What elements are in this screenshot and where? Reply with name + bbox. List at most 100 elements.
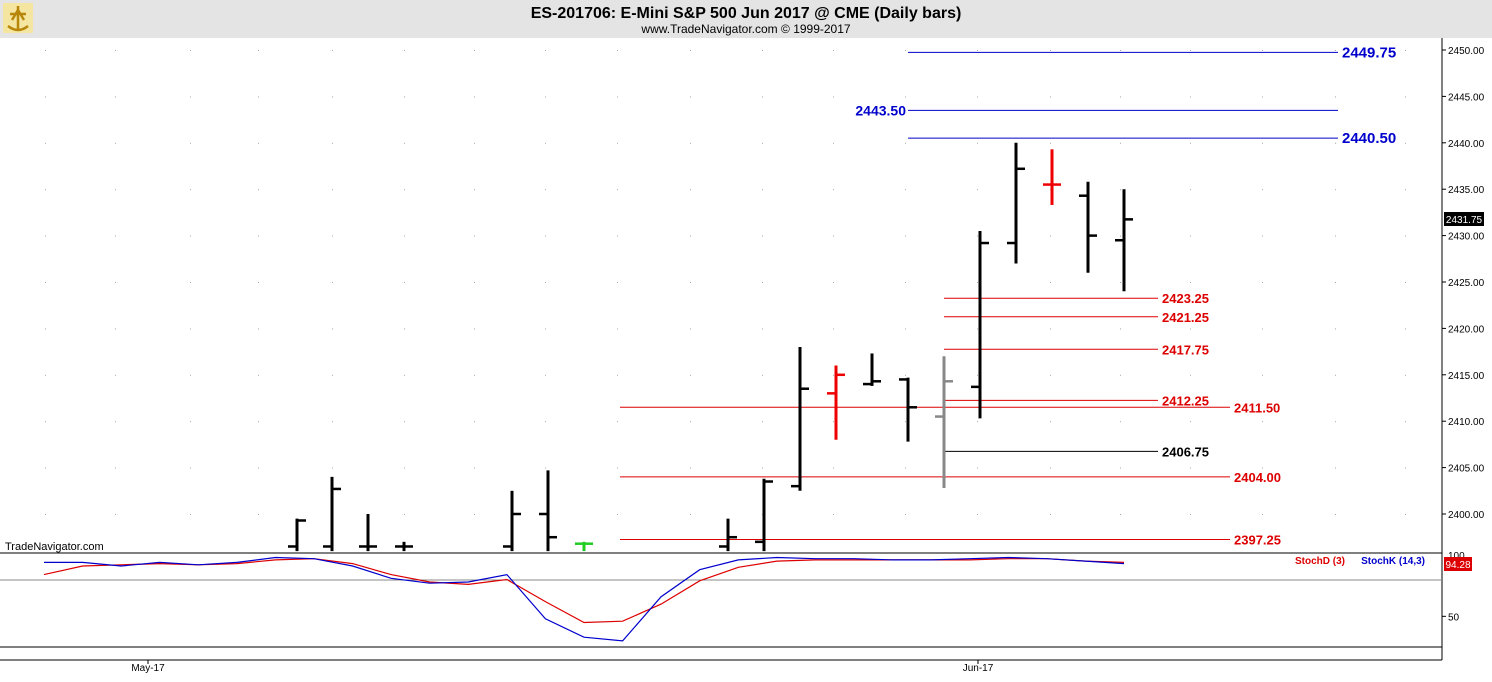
price-tick-label: 2425.00 [1448, 278, 1485, 289]
grid-dot [332, 421, 333, 423]
grid-dot [833, 421, 834, 423]
grid-dot [617, 189, 618, 191]
grid-dot [332, 374, 333, 376]
grid-dot [45, 50, 46, 51]
grid-dot [1405, 96, 1406, 98]
grid-dot [1190, 328, 1191, 330]
grid-dot [258, 235, 259, 237]
grid-dot [474, 235, 475, 237]
grid-dot [690, 142, 691, 144]
grid-dot [190, 282, 191, 283]
grid-dot [258, 96, 259, 98]
price-tick-label: 2440.00 [1448, 139, 1485, 150]
grid-dot [115, 96, 116, 98]
grid-dot [1050, 235, 1051, 237]
grid-dot [833, 328, 834, 330]
grid-dot [977, 142, 978, 144]
grid-dot [190, 142, 191, 144]
grid-dot [474, 189, 475, 191]
grid-dot [1190, 514, 1191, 515]
grid-dot [690, 235, 691, 237]
chart-title: ES-201706: E-Mini S&P 500 Jun 2017 @ CME… [531, 5, 962, 22]
grid-dot [905, 514, 906, 515]
grid-dot [1335, 467, 1336, 469]
grid-dot [45, 467, 46, 469]
price-tick-label: 2415.00 [1448, 371, 1485, 382]
grid-dot [545, 235, 546, 237]
grid-dot [617, 421, 618, 423]
grid-dot [905, 374, 906, 376]
grid-dot [905, 96, 906, 98]
grid-dot [1262, 514, 1263, 515]
grid-dot [833, 142, 834, 144]
grid-dot [1120, 374, 1121, 376]
grid-dot [474, 142, 475, 144]
ohlc-bars [288, 142, 1133, 552]
grid-dot [1335, 235, 1336, 237]
grid-dot [404, 421, 405, 423]
grid-dot [762, 50, 763, 51]
grid-dot [762, 328, 763, 330]
grid-dot [332, 282, 333, 283]
grid-dot [258, 328, 259, 330]
grid-dot [1190, 189, 1191, 191]
grid-dot [45, 421, 46, 423]
grid-dot [617, 282, 618, 283]
level-label: 2417.75 [1162, 342, 1209, 357]
price-tick-label: 2410.00 [1448, 417, 1485, 428]
grid-dot [977, 50, 978, 51]
grid-dot [474, 421, 475, 423]
grid-dot [1190, 96, 1191, 98]
level-label: 2423.25 [1162, 291, 1209, 306]
grid-dot [115, 142, 116, 144]
level-label: 2412.25 [1162, 393, 1209, 408]
grid-dot [905, 235, 906, 237]
trade-navigator-logo [3, 3, 33, 33]
grid-dot [1335, 374, 1336, 376]
grid-dot [1405, 189, 1406, 191]
price-axis: 2400.00 2405.00 2410.00 2415.00 2420.00 2425.… [1442, 46, 1485, 521]
grid-dot [404, 189, 405, 191]
grid-dot [404, 142, 405, 144]
grid-dot [1050, 374, 1051, 376]
grid-dot [190, 50, 191, 51]
grid-dot [690, 421, 691, 423]
grid-dot [1120, 189, 1121, 191]
grid-dot [1050, 96, 1051, 98]
grid-dot [1190, 142, 1191, 144]
grid-dot [690, 514, 691, 515]
grid-dot [1050, 328, 1051, 330]
grid-dot [1120, 514, 1121, 515]
grid-dot [1405, 374, 1406, 376]
watermark: TradeNavigator.com [5, 541, 104, 553]
grid-dot [474, 467, 475, 469]
grid-dot [690, 282, 691, 283]
grid-dot [115, 421, 116, 423]
price-tick-label: 2405.00 [1448, 464, 1485, 475]
grid-dot [1262, 374, 1263, 376]
grid-dot [1120, 235, 1121, 237]
stoch-tick-label: 50 [1448, 612, 1460, 623]
stochastic-pane: 100 50 [43, 551, 1465, 642]
grid-dot [1405, 282, 1406, 283]
grid-dot [1190, 374, 1191, 376]
grid-dot [1405, 142, 1406, 144]
grid-dot [258, 50, 259, 51]
grid-dot [545, 189, 546, 191]
grid-dot [617, 50, 618, 51]
grid-dot [404, 514, 405, 515]
grid-dot [258, 142, 259, 144]
level-label: 2440.50 [1342, 130, 1396, 147]
grid-dot [45, 328, 46, 330]
grid-dot [115, 282, 116, 283]
grid-dot [404, 96, 405, 98]
grid-dot [1335, 514, 1336, 515]
grid-dot [545, 50, 546, 51]
grid-dot [1190, 467, 1191, 469]
grid-dot [332, 189, 333, 191]
grid-dot [474, 514, 475, 515]
grid-dot [1405, 514, 1406, 515]
level-label: 2421.25 [1162, 310, 1209, 325]
